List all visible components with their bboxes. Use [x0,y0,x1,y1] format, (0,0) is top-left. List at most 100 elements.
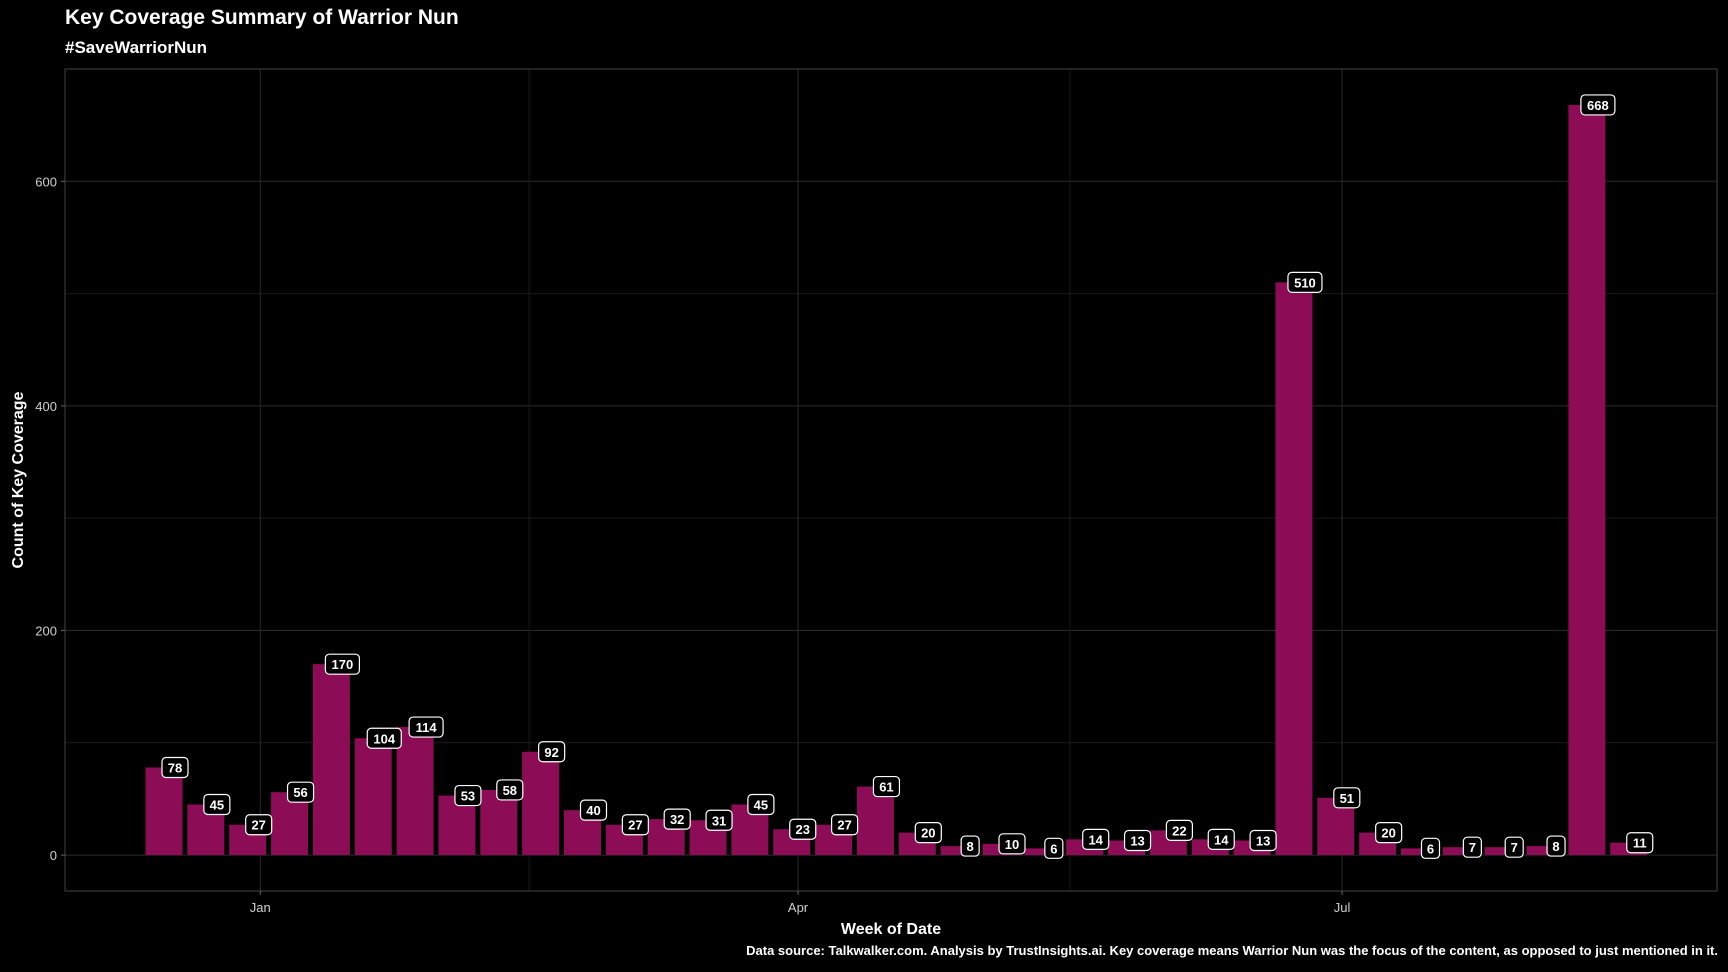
data-label-box [705,809,733,831]
data-label: 668 [1580,94,1616,116]
bar [522,751,560,856]
plot-panel-border [64,68,1718,892]
data-label: 23 [789,818,817,840]
data-label-text: 170 [332,657,354,672]
chart-caption: Data source: Talkwalker.com. Analysis by… [746,943,1718,958]
data-label-text: 20 [921,826,935,841]
data-label: 14 [1207,828,1235,850]
bar [940,846,978,856]
data-label-box [1580,94,1616,116]
data-label-box [203,793,231,816]
data-label-text: 31 [712,813,726,828]
y-axis-title: Count of Key Coverage [10,391,27,568]
data-label-text: 6 [1427,841,1434,856]
data-label: 40 [579,799,608,821]
data-label-box [960,835,980,857]
data-label-box [621,814,649,836]
data-label-text: 40 [586,803,600,818]
data-label-box [286,781,315,803]
data-label-text: 668 [1587,98,1609,113]
bar [1275,282,1313,856]
x-tick-label: Jul [1334,900,1351,915]
y-tick-label: 200 [35,623,57,638]
data-label-box [1249,829,1277,852]
data-label-text: 53 [461,789,475,804]
bar [1401,848,1438,856]
data-label: 45 [747,793,775,816]
data-label: 51 [1333,787,1361,809]
data-label-text: 6 [1050,841,1057,856]
data-label: 510 [1287,271,1323,293]
bar [856,786,894,856]
y-tick-label: 600 [35,174,57,189]
data-label: 61 [872,775,901,798]
data-label-text: 114 [416,720,438,735]
chart-title: Key Coverage Summary of Warrior Nun [65,6,459,29]
data-label: 8 [1546,835,1566,857]
bar [1568,104,1606,856]
data-label-box [496,779,524,801]
data-label-box [1082,828,1110,850]
data-label: 56 [286,781,315,803]
data-label: 6 [1420,837,1441,859]
data-label: 104 [366,727,402,749]
data-label: 20 [914,822,942,844]
y-tick-label: 400 [35,399,57,414]
data-label-box [1504,836,1524,858]
data-label-box [872,775,901,798]
x-tick-label: Apr [788,900,809,915]
data-label-text: 61 [879,780,893,795]
data-label-text: 14 [1088,832,1103,847]
data-label-box [789,818,817,840]
data-label-box [1123,829,1152,852]
data-label-box [538,741,566,763]
data-label-text: 27 [628,818,642,833]
data-label-text: 92 [544,745,558,760]
data-label-text: 8 [1552,839,1559,854]
data-label: 58 [496,779,524,801]
data-label-text: 22 [1172,823,1186,838]
data-label-text: 45 [210,798,224,813]
bar [1442,847,1480,856]
data-label-box [1287,271,1323,293]
data-label-text: 56 [293,785,307,800]
data-label-box [998,833,1026,855]
y-tick-label: 0 [50,848,57,863]
data-label: 8 [960,835,980,857]
data-label: 13 [1123,829,1152,852]
data-label-text: 51 [1340,791,1354,806]
x-axis-title: Week of Date [841,921,941,938]
data-label: 7 [1504,836,1524,858]
data-label-text: 13 [1256,833,1270,848]
data-label-text: 23 [796,822,810,837]
data-label: 53 [454,784,482,807]
data-label: 11 [1626,832,1654,854]
bar [145,767,183,856]
data-label: 27 [245,814,273,836]
data-label-text: 8 [967,839,974,854]
data-label: 78 [161,756,189,779]
data-label-text: 14 [1214,832,1229,847]
data-label: 45 [203,793,231,816]
data-label-text: 13 [1130,833,1144,848]
data-label-text: 104 [373,731,395,746]
data-label-text: 78 [168,760,182,775]
data-label-box [1333,787,1361,809]
bar [1484,847,1522,856]
data-label-box [914,822,942,844]
data-label-box [366,727,402,749]
data-label-box [324,653,360,675]
data-label-box [747,793,775,816]
grid-lines [65,69,1717,891]
data-label: 170 [324,653,360,675]
chart-subtitle: #SaveWarriorNun [65,38,208,57]
data-label-text: 32 [670,812,684,827]
data-label: 114 [408,716,444,738]
data-label-text: 510 [1294,275,1316,290]
data-label-box [245,814,273,836]
data-label: 92 [538,741,566,763]
data-label-box [663,808,691,830]
bar [354,738,392,856]
bar [312,664,350,856]
